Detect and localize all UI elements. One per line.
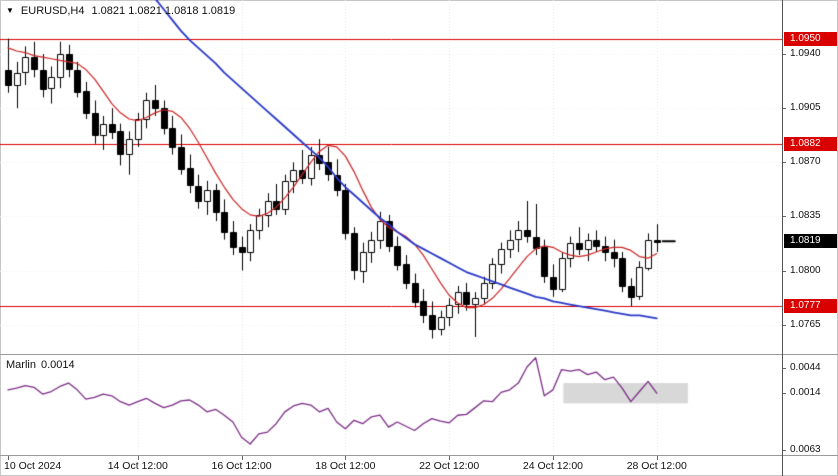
price-level-badge: 1.0777 — [784, 299, 837, 314]
ohlc-quote: 1.0821 1.0821 1.0818 1.0819 — [91, 5, 236, 17]
price-level-badge: 1.0882 — [784, 136, 837, 151]
price-axis[interactable]: 1.0940 1.0905 1.0870 1.0835 1.0800 1.0765 1.09… — [783, 0, 838, 476]
time-axis-separator — [0, 455, 838, 456]
price-axis-tick — [783, 54, 786, 55]
price-axis-tick — [783, 325, 786, 326]
current-price-badge: 1.0819 — [784, 234, 837, 249]
price-axis-label: 1.0800 — [790, 264, 821, 276]
time-axis-label: 14 Oct 12:00 — [107, 460, 168, 472]
price-axis-label: 1.0905 — [790, 102, 821, 114]
time-axis-label: 18 Oct 12:00 — [315, 460, 376, 472]
time-axis-label: 24 Oct 12:00 — [522, 460, 583, 472]
price-axis-tick — [783, 368, 786, 369]
price-axis-tick — [783, 108, 786, 109]
price-axis-label: 1.0870 — [790, 156, 821, 168]
time-axis[interactable]: 10 Oct 2024 14 Oct 12:00 16 Oct 12:00 18 Oc… — [0, 456, 783, 476]
time-axis-tick — [345, 456, 346, 460]
price-axis-separator — [782, 0, 783, 476]
price-axis-tick — [783, 393, 786, 394]
price-axis-label: 1.0835 — [790, 210, 821, 222]
symbol-name: EURUSD,H4 — [20, 5, 85, 17]
price-level-badge: 1.0950 — [784, 31, 837, 46]
indicator-value: 0.0014 — [40, 359, 75, 371]
symbol-triangle-icon: ▼ — [6, 6, 14, 15]
time-axis-label: 16 Oct 12:00 — [211, 460, 272, 472]
time-axis-tick — [8, 456, 9, 460]
time-axis-tick — [242, 456, 243, 460]
time-axis-tick — [138, 456, 139, 460]
price-axis-tick — [783, 450, 786, 451]
price-axis-label: 1.0940 — [790, 48, 821, 60]
indicator-axis-label: 0.0063 — [790, 443, 821, 455]
price-axis-label: 1.0765 — [790, 318, 821, 330]
panel-splitter[interactable] — [0, 354, 838, 355]
time-axis-tick — [657, 456, 658, 460]
indicator-canvas[interactable] — [0, 356, 783, 455]
price-axis-tick — [783, 271, 786, 272]
chart-quote: ▼ EURUSD,H4 1.0821 1.0821 1.0818 1.0819 — [6, 5, 235, 17]
time-axis-label: 22 Oct 12:00 — [419, 460, 480, 472]
indicator-axis-label: 0.0014 — [790, 387, 821, 399]
price-axis-tick — [783, 162, 786, 163]
indicator-name: Marlin — [6, 359, 36, 371]
price-axis-tick — [783, 216, 786, 217]
indicator-label: Marlin 0.0014 — [6, 359, 75, 371]
indicator-axis-label: 0.0044 — [790, 361, 821, 373]
time-axis-label: 10 Oct 2024 — [4, 460, 62, 472]
main-chart-canvas[interactable] — [0, 0, 783, 354]
time-axis-label: 28 Oct 12:00 — [626, 460, 687, 472]
time-axis-tick — [553, 456, 554, 460]
time-axis-tick — [449, 456, 450, 460]
